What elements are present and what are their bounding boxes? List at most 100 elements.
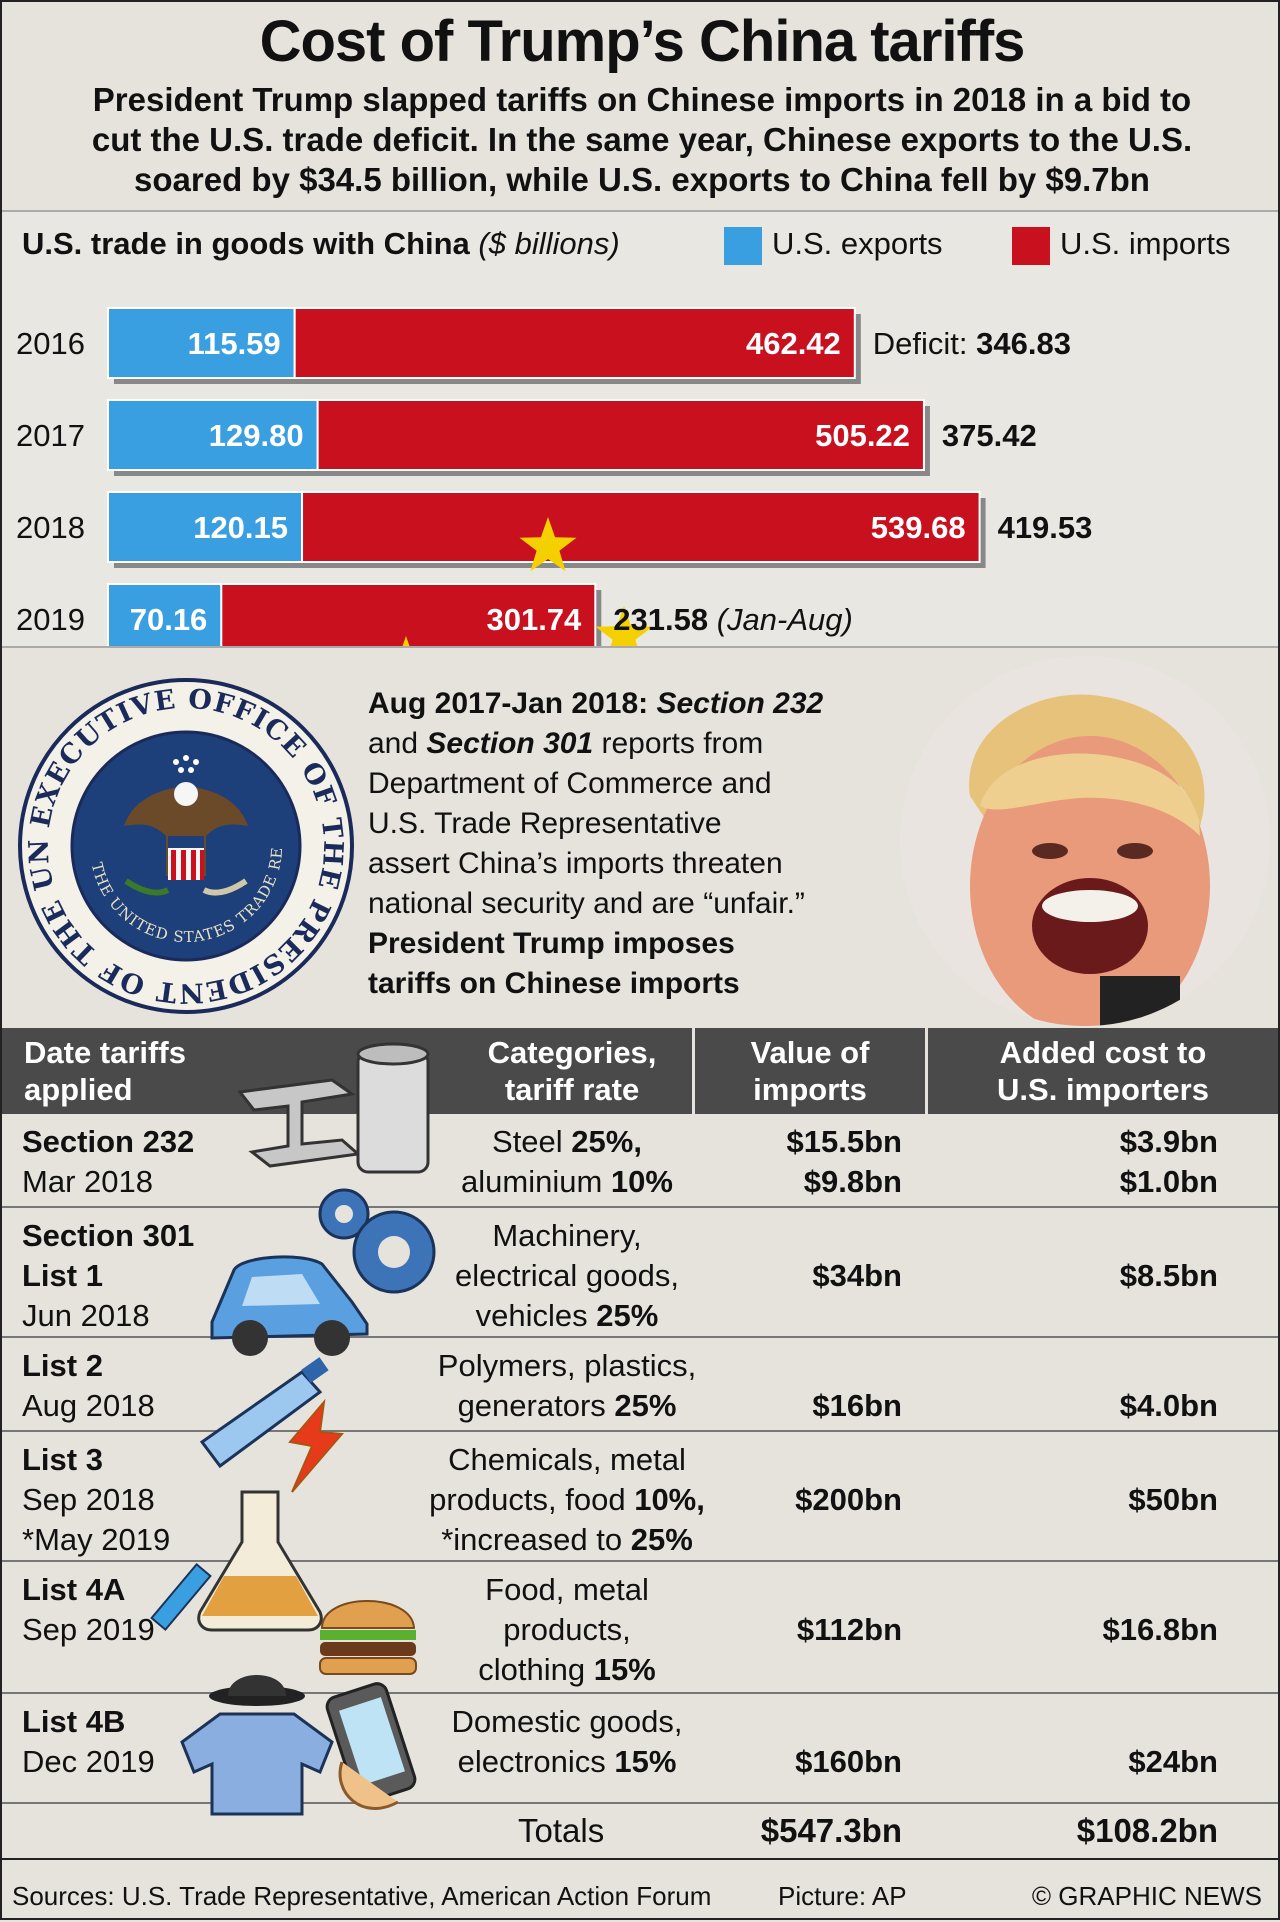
chart-title-text: U.S. trade in goods with China [22,226,470,261]
header-cat-l2: tariff rate [504,1072,640,1107]
deficit-label-2017: 375.42 [942,418,1037,453]
bar-imports-2019 [220,583,597,646]
event-body-5: national security and are “unfair.” [368,887,805,920]
row-category-line: Machinery, [392,1216,742,1256]
category-text: Domestic goods, [451,1704,683,1739]
header-date: Date tariffs applied [24,1034,186,1108]
tariff-rate: 25% [596,1298,659,1333]
flag-star-icon [595,606,653,646]
footer-picture: Picture: AP [778,1881,907,1911]
page-title: Cost of Trump’s China tariffs [259,9,1026,74]
event-description: Aug 2017-Jan 2018: Section 232 and Secti… [368,684,928,1004]
category-text: Steel [492,1124,572,1159]
tariff-rate: 10%, [634,1482,705,1517]
category-text: *increased to [441,1522,631,1557]
added-cost: $24bn [1128,1744,1218,1779]
bar-exports-2016 [107,307,296,379]
event-line-1: Aug 2017-Jan 2018: Section 232 [368,684,928,724]
imports-label-2016: 462.42 [746,326,841,361]
event-and: and [368,727,419,760]
row-section-name: List 4A [22,1572,126,1607]
row-date-text: Jun 2018 [22,1298,150,1333]
row-categories: Food, metal products, clothing 15% [392,1570,742,1690]
row-section-name: List 3 [22,1442,103,1477]
row-date: Section 232 Mar 2018 [22,1122,194,1202]
table-row: List 4B Dec 2019 Domestic goods, electronic… [2,1694,1278,1804]
legend-swatch-exports [724,226,762,265]
row-section-name: Section 301 [22,1218,195,1253]
row-cost: $3.9bn $1.0bn [1012,1122,1218,1202]
subtitle-line-2: cut the U.S. trade deficit. In the same … [91,121,1193,158]
row-category-line: electronics 15% [392,1742,742,1782]
totals-value: $547.3bn [760,1812,902,1849]
header-value-l2: imports [753,1072,867,1107]
row-value: $112bn [702,1610,902,1650]
header-value: Value of imports [695,1034,925,1108]
row-section-name: Section 232 [22,1124,195,1159]
exports-label-2019: 70.16 [130,602,208,637]
row-date: List 4A Sep 2019 [22,1570,155,1650]
row-category-line: aluminium 10% [392,1162,742,1202]
category-text: electrical goods, [454,1258,679,1293]
row-date-text: Sep 2018 [22,1482,155,1517]
footer: Sources: U.S. Trade Representative, Amer… [2,1874,1278,1918]
row-category-line: generators 25% [392,1386,742,1426]
row-value: $16bn [702,1386,902,1426]
row-category-line: Food, metal [392,1570,742,1610]
deficit-label-2016: Deficit: 346.83 [873,326,1071,361]
row-categories: Domestic goods, electronics 15% [392,1702,742,1782]
chart-canvas: 2016 115.59 462.42 Deficit: 346.83 2017 129.8… [16,307,1092,646]
tariff-rate: 25% [614,1388,677,1423]
category-text: clothing [478,1652,594,1687]
bar-imports-2018 [301,491,981,563]
row-value: $15.5bn $9.8bn [702,1122,902,1202]
footer-credit: © GRAPHIC NEWS [1031,1881,1262,1911]
ustr-seal: EXECUTIVE OFFICE OF THE PRESIDENT OF THE… [4,652,356,1021]
category-text: products, food [429,1482,635,1517]
subtitle-line-3: soared by $34.5 billion, while U.S. expo… [134,161,1150,198]
row-category-line: *increased to 25% [392,1520,742,1560]
legend-swatch-imports [1012,226,1050,265]
event-body-4: assert China’s imports threaten [368,847,783,880]
row-categories: Steel 25%, aluminium 10% [392,1122,742,1202]
event-line-2: and Section 301 reports from [368,724,928,764]
trade-chart: 2016 115.59 462.42 Deficit: 346.83 2017 129.8… [2,210,1278,648]
event-body-2: Department of Commerce and [368,767,772,800]
added-cost: $8.5bn [1119,1258,1218,1293]
trump-photo [900,656,1270,1026]
year-label-2016: 2016 [16,326,85,361]
added-cost: $50bn [1128,1482,1218,1517]
tariff-rate: 15% [614,1744,677,1779]
row-category-line: Domestic goods, [392,1702,742,1742]
import-value: $200bn [795,1482,902,1517]
row-category-line: products, [392,1610,742,1650]
row-cost: $8.5bn [1012,1256,1218,1296]
import-value: $9.8bn [803,1164,902,1199]
bar-imports-2017 [316,399,925,471]
import-value: $15.5bn [786,1124,902,1159]
imports-label-2017: 505.22 [815,418,910,453]
bar-exports-2018 [107,491,304,563]
bar-imports-2016 [293,307,856,379]
tariff-rate: 10% [610,1164,673,1199]
header-divider [692,1028,695,1114]
table-row: List 2 Aug 2018 Polymers, plastics, generat… [2,1338,1278,1432]
added-cost: $1.0bn [1119,1164,1218,1199]
chart-unit: ($ billions) [478,226,620,261]
category-text: vehicles [475,1298,597,1333]
table-row: Section 301 List 1 Jun 2018 Machinery, elect… [2,1208,1278,1338]
imports-label-2019: 301.74 [486,602,582,637]
header-date-l2: applied [24,1072,133,1107]
row-date-text: Sep 2019 [22,1612,155,1647]
row-value: $200bn [702,1480,902,1520]
year-label-2018: 2018 [16,510,85,545]
category-text: Machinery, [492,1218,642,1253]
tariff-rate: 25% [630,1522,693,1557]
header-cost: Added cost to U.S. importers [928,1034,1278,1108]
seal-icon: EXECUTIVE OFFICE OF THE PRESIDENT OF THE… [4,652,354,1014]
flag-big-star-icon [402,636,410,646]
table-row: List 3 Sep 2018 *May 2019 Chemicals, metal p… [2,1432,1278,1562]
row-categories: Chemicals, metal products, food 10%, *incr… [392,1440,742,1560]
import-value: $112bn [796,1612,902,1647]
table-row: List 4A Sep 2019 Food, metal products, cloth… [2,1562,1278,1694]
